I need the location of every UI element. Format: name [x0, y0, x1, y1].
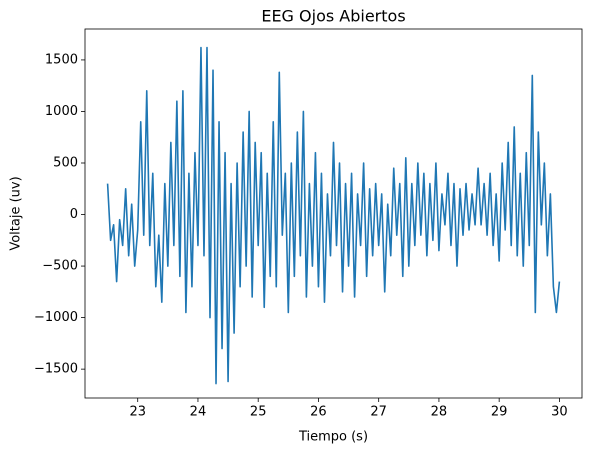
plot-frame	[84, 28, 583, 399]
x-axis-label: Tiempo (s)	[298, 430, 368, 445]
x-tick-label: 29	[491, 405, 508, 420]
y-tick-label: 0	[70, 207, 78, 222]
chart-title: EEG Ojos Abiertos	[261, 7, 405, 26]
y-tick-label: 1000	[45, 104, 78, 119]
x-tick-label: 24	[190, 405, 207, 420]
x-tick-label: 27	[370, 405, 387, 420]
x-tick-label: 25	[250, 405, 267, 420]
x-tick-label: 23	[129, 405, 146, 420]
y-tick-label: 1500	[45, 52, 78, 67]
x-tick-label: 28	[431, 405, 448, 420]
y-tick-label: −1000	[34, 310, 78, 325]
x-tick-label: 26	[310, 405, 327, 420]
y-tick-label: 500	[53, 155, 78, 170]
y-tick-label: −500	[42, 259, 78, 274]
y-axis-label: Voltaje (uv)	[9, 176, 24, 250]
y-tick-label: −1500	[34, 362, 78, 377]
line-series	[106, 46, 561, 385]
x-tick-label: 30	[551, 405, 568, 420]
